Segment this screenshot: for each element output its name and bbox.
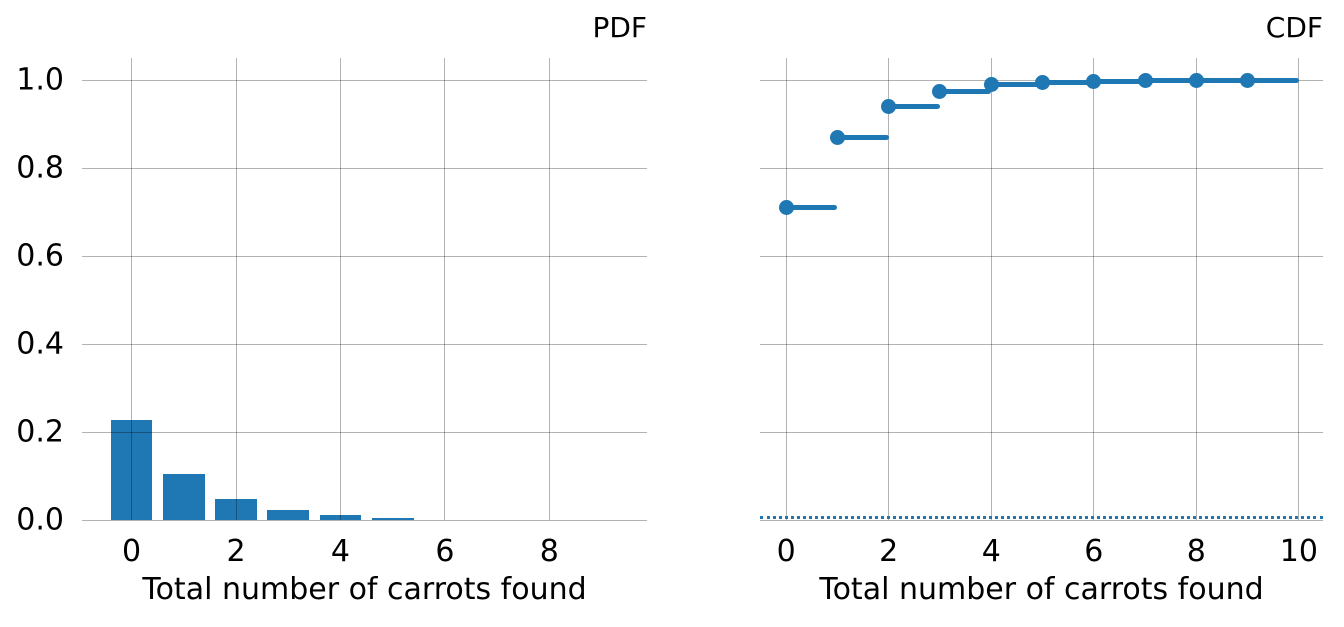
y-gridline [82, 79, 647, 81]
x-gridline [131, 58, 133, 520]
pdf-plot-area: 0 2 4 6 8 [82, 58, 647, 569]
x-tick-label: 4 [981, 534, 1001, 569]
cdf-point [1240, 72, 1256, 88]
cdf-point [932, 83, 948, 99]
y-tick-label: 1.0 [16, 62, 64, 98]
y-gridline [82, 431, 647, 433]
x-gridline [1195, 58, 1197, 520]
x-gridline [339, 58, 341, 520]
cdf-point [1086, 73, 1102, 89]
x-tick-label: 0 [122, 534, 142, 569]
cdf-title: CDF [1265, 11, 1323, 44]
x-gridline [1298, 58, 1300, 520]
y-tick-label: 0.6 [16, 238, 64, 274]
cdf-point [778, 200, 794, 216]
pdf-bar [371, 517, 414, 520]
y-gridline [82, 343, 647, 345]
x-tick-label: 10 [1279, 534, 1318, 569]
pdf-bar [110, 419, 153, 520]
x-tick-label: 0 [776, 534, 796, 569]
y-tick-label: 0.0 [16, 502, 64, 538]
x-tick-label: 2 [879, 534, 899, 569]
shared-y-axis-tick-labels: 0.0 0.2 0.4 0.6 0.8 1.0 [0, 58, 66, 538]
y-gridline [760, 255, 1323, 257]
y-gridline [82, 255, 647, 257]
cdf-step-segment [1196, 77, 1248, 83]
cdf-point [1137, 72, 1153, 88]
cdf-step-segment [837, 134, 889, 140]
y-gridline [760, 519, 1323, 521]
cdf-baseline-dotted-line [760, 516, 1323, 520]
x-tick-label: 2 [226, 534, 246, 569]
y-gridline [760, 343, 1323, 345]
cdf-step-segment [1042, 79, 1094, 85]
x-tick-label: 4 [330, 534, 351, 569]
cdf-step-segment [786, 205, 838, 211]
cdf-point [1188, 72, 1204, 88]
x-gridline [990, 58, 992, 520]
x-tick-label: 6 [1084, 534, 1104, 569]
pdf-bar [319, 515, 362, 520]
y-gridline [82, 519, 647, 521]
y-tick-label: 0.2 [16, 414, 64, 450]
y-gridline [82, 167, 647, 169]
y-tick-label: 0.4 [16, 326, 64, 362]
cdf-point [829, 129, 845, 145]
pdf-x-axis-label: Total number of carrots found [142, 572, 587, 607]
y-gridline [760, 431, 1323, 433]
y-gridline [760, 167, 1323, 169]
cdf-step-segment [939, 88, 992, 94]
cdf-point [983, 76, 999, 92]
cdf-x-axis-label: Total number of carrots found [819, 572, 1264, 607]
y-tick-label: 0.8 [16, 150, 64, 186]
x-gridline [1093, 58, 1095, 520]
cdf-step-segment [1247, 77, 1299, 83]
cdf-step-segment [991, 81, 1043, 87]
cdf-point [881, 98, 897, 114]
x-gridline [548, 58, 550, 520]
pdf-bar [162, 474, 205, 520]
x-gridline [888, 58, 890, 520]
cdf-point [1035, 74, 1051, 90]
x-tick-label: 8 [539, 534, 559, 569]
cdf-step-segment [1145, 77, 1197, 83]
x-gridline [785, 58, 787, 520]
x-gridline [444, 58, 446, 520]
cdf-step-segment [888, 103, 940, 109]
x-tick-label: 8 [1186, 534, 1206, 569]
x-gridline [235, 58, 237, 520]
pdf-title: PDF [592, 11, 647, 44]
pdf-bar [215, 498, 257, 520]
cdf-step-segment [1093, 78, 1146, 84]
x-tick-label: 6 [435, 534, 455, 569]
pdf-bar [267, 509, 310, 520]
cdf-plot-area: 0 2 4 6 8 10 [760, 58, 1323, 569]
